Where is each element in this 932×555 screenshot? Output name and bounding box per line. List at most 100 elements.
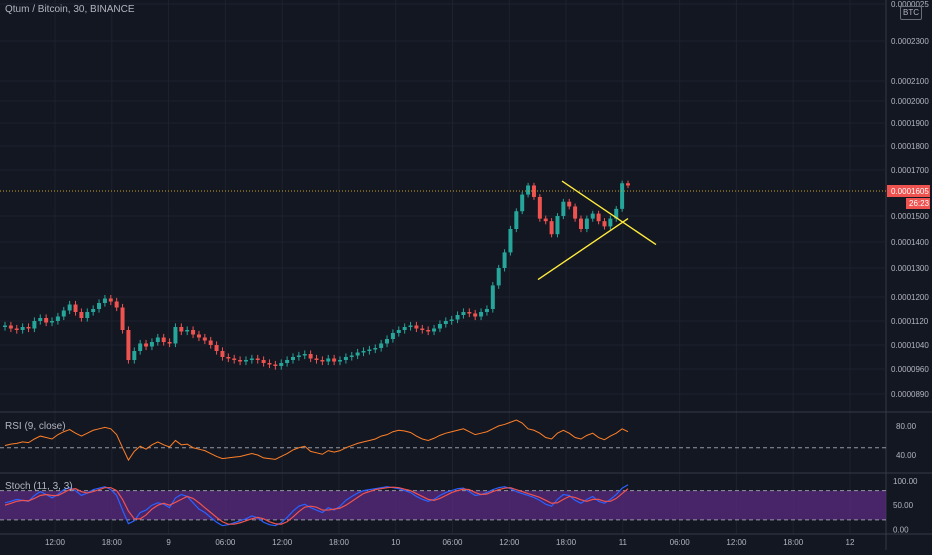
candle-body: [549, 221, 554, 235]
candle-body: [596, 213, 601, 222]
candle-body: [338, 360, 343, 362]
candle-body: [3, 325, 7, 327]
candle-body: [85, 312, 90, 318]
price-tick-label: 0.0001040: [891, 341, 929, 350]
candle-body: [349, 355, 354, 357]
candle-body: [126, 330, 131, 360]
candle-body: [608, 218, 613, 227]
time-tick-label: 12:00: [45, 538, 66, 547]
candle-body: [443, 321, 448, 324]
time-tick-label: 9: [166, 538, 171, 547]
candle-body: [238, 360, 243, 362]
candle-body: [44, 318, 49, 323]
rsi-tick-label: 80.00: [896, 422, 917, 431]
time-tick-label: 11: [619, 538, 628, 547]
price-tick-label: 0.0001900: [891, 119, 929, 128]
time-tick-label: 18:00: [102, 538, 123, 547]
price-tick-label: 0.0001500: [891, 212, 929, 221]
price-tick-label: 0.0002000: [891, 97, 929, 106]
candle-body: [626, 183, 630, 186]
candle-body: [267, 363, 272, 365]
candle-body: [38, 318, 43, 321]
candle-body: [249, 358, 254, 360]
candle-body: [420, 328, 425, 330]
trendline-lower: [537, 218, 629, 281]
stoch-band: [0, 490, 886, 520]
currency-badge[interactable]: BTC: [900, 6, 922, 20]
candle-body: [61, 310, 66, 317]
candle-body: [479, 312, 484, 317]
candle-body: [490, 285, 495, 309]
candle-body: [473, 313, 478, 317]
candle-body: [437, 324, 442, 329]
candle-body: [390, 333, 395, 339]
time-tick-label: 12:00: [499, 538, 520, 547]
candle-body: [273, 364, 278, 366]
candle-body: [449, 319, 454, 321]
price-tick-label: 0.0000960: [891, 365, 929, 374]
price-tick-label: 0.0001300: [891, 264, 929, 273]
stoch-tick-label: 0.00: [893, 526, 909, 535]
candle-body: [432, 328, 437, 332]
rsi-line: [4, 419, 629, 462]
candle-body: [138, 343, 143, 351]
candle-body: [590, 213, 595, 219]
stoch-label: Stoch (11, 3, 3): [5, 481, 73, 492]
candle-body: [526, 185, 531, 195]
candle-body: [226, 357, 231, 359]
stoch-tick-label: 50.00: [893, 501, 914, 510]
candle-body: [508, 229, 513, 253]
time-tick-label: 12:00: [272, 538, 293, 547]
candle-body: [120, 307, 125, 330]
price-tick-label: 0.0002300: [891, 37, 929, 46]
candle-body: [191, 330, 196, 335]
candle-body: [343, 357, 348, 360]
price-tick-label: 0.0001120: [891, 317, 929, 326]
candle-body: [296, 355, 301, 357]
candle-body: [114, 301, 119, 308]
candle-body: [520, 194, 525, 212]
candle-body: [484, 309, 489, 312]
candle-body: [20, 327, 25, 330]
time-tick-label: 12: [846, 538, 855, 547]
countdown-label: 26:23: [909, 199, 930, 208]
candle-body: [373, 348, 378, 350]
trendline-upper: [561, 180, 657, 246]
candle-body: [402, 327, 407, 330]
price-tick-label: 0.0000890: [891, 390, 929, 399]
candle-body: [379, 343, 384, 348]
candle-body: [496, 268, 501, 286]
rsi-tick-label: 40.00: [896, 451, 917, 460]
price-tick-label: 0.0000025: [891, 0, 929, 9]
candle-body: [8, 325, 13, 329]
time-tick-label: 06:00: [670, 538, 691, 547]
candle-body: [555, 216, 560, 235]
candle-body: [144, 343, 149, 347]
candle-body: [620, 183, 625, 209]
candle-body: [79, 312, 84, 318]
candle-body: [461, 312, 466, 315]
price-tick-label: 0.0001200: [891, 293, 929, 302]
candle-body: [232, 358, 237, 360]
candle-body: [255, 358, 260, 360]
candle-body: [332, 358, 337, 362]
time-tick-label: 06:00: [442, 538, 463, 547]
candle-body: [561, 201, 566, 216]
candle-body: [302, 354, 307, 356]
stoch-d-line: [4, 486, 629, 525]
candle-body: [426, 330, 431, 332]
time-tick-label: 18:00: [556, 538, 577, 547]
time-tick-label: 18:00: [783, 538, 804, 547]
candle-body: [161, 337, 166, 342]
candle-body: [97, 303, 102, 309]
candle-body: [220, 351, 225, 357]
candle-body: [614, 208, 619, 219]
candle-body: [355, 352, 360, 356]
candle-body: [567, 201, 572, 207]
candle-body: [179, 327, 184, 332]
time-tick-label: 18:00: [329, 538, 350, 547]
price-tick-label: 0.0001400: [891, 238, 929, 247]
candle-body: [320, 360, 325, 362]
